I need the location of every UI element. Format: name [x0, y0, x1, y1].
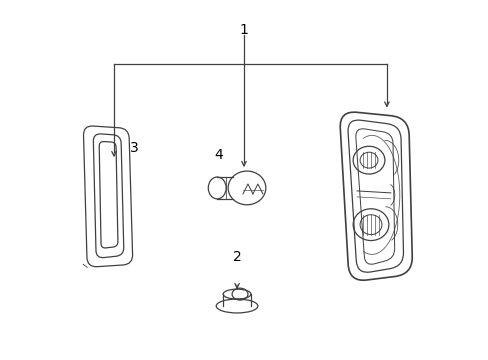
Text: 2: 2 — [232, 251, 241, 264]
Text: 1: 1 — [239, 23, 248, 37]
Text: 3: 3 — [129, 141, 138, 155]
Text: 4: 4 — [213, 148, 222, 162]
